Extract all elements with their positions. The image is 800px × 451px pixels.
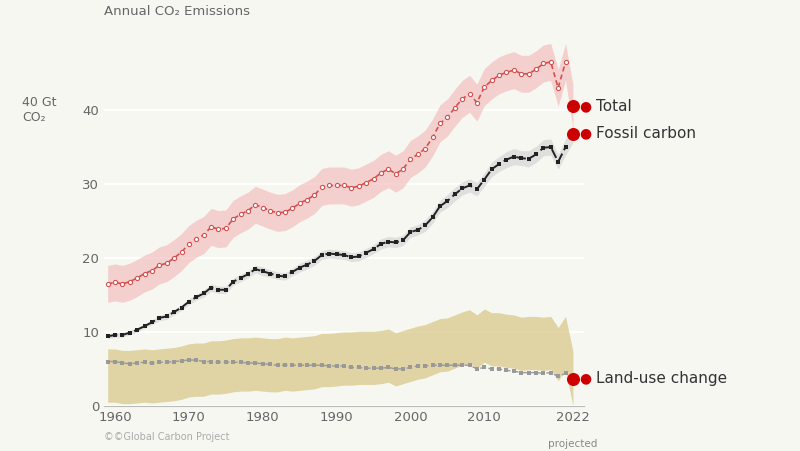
- Point: [566, 375, 579, 382]
- Text: Fossil carbon: Fossil carbon: [596, 126, 696, 141]
- Point: [566, 103, 579, 110]
- Text: ●: ●: [579, 99, 596, 113]
- Text: Annual CO₂ Emissions: Annual CO₂ Emissions: [104, 5, 250, 18]
- Point: [566, 130, 579, 137]
- Text: projected: projected: [548, 439, 598, 449]
- Text: 40 Gt
CO₂: 40 Gt CO₂: [22, 96, 57, 124]
- Text: Land-use change: Land-use change: [596, 371, 727, 386]
- Text: ●: ●: [579, 372, 596, 386]
- Text: Total: Total: [596, 99, 632, 114]
- Text: ©©Global Carbon Project: ©©Global Carbon Project: [104, 432, 230, 442]
- Text: ●: ●: [579, 127, 596, 141]
